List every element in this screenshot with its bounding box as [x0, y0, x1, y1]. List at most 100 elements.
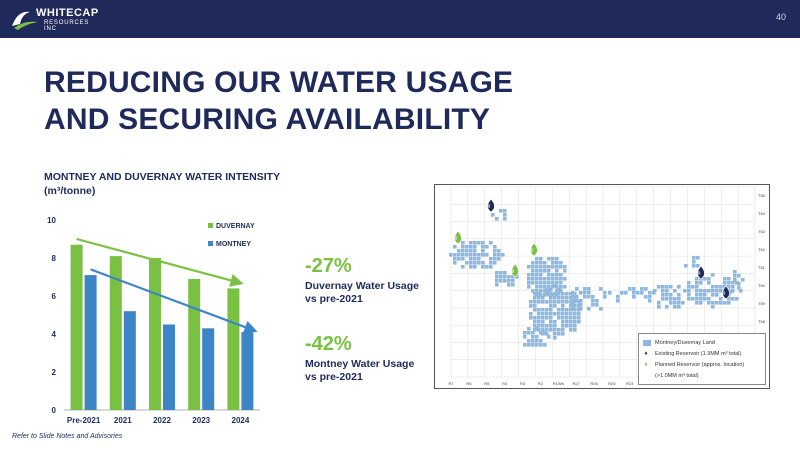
land-parcel: [583, 287, 587, 291]
land-parcel: [495, 283, 499, 287]
land-parcel: [461, 257, 465, 261]
land-parcel: [541, 296, 545, 300]
land-parcel: [599, 307, 603, 311]
map-township-label: T63: [758, 229, 766, 234]
land-parcel: [723, 301, 727, 305]
land-parcel: [549, 316, 553, 320]
land-parcel: [575, 295, 579, 299]
land-parcel: [531, 261, 535, 265]
land-parcel: [715, 293, 719, 297]
land-parcel: [457, 249, 461, 253]
land-parcel: [497, 257, 501, 261]
land-parcel: [537, 328, 541, 332]
land-parcel: [669, 293, 673, 297]
land-parcel: [719, 297, 723, 301]
land-parcel: [573, 296, 577, 300]
map-range-label: R5: [484, 381, 490, 386]
land-parcel: [545, 312, 549, 316]
existing-reservoir-drop-icon: [487, 198, 495, 213]
land-parcel: [489, 241, 493, 245]
land-parcel: [555, 261, 559, 265]
montney-stat: -42% Montney Water Usage vs pre-2021: [305, 333, 425, 384]
land-parcel: [577, 316, 581, 320]
land-parcel: [553, 296, 557, 300]
land-parcel: [549, 320, 553, 324]
planned-reservoir-drop-icon: [511, 263, 519, 278]
land-parcel: [603, 295, 607, 299]
land-parcel: [711, 273, 715, 277]
land-parcel: [535, 335, 539, 339]
land-parcel: [533, 308, 537, 312]
land-parcel: [577, 300, 581, 304]
land-parcel: [569, 292, 573, 296]
land-parcel: [535, 293, 539, 297]
land-parcel: [573, 316, 577, 320]
land-parcel: [531, 343, 535, 347]
land-parcel: [703, 293, 707, 297]
map-legend: Montney/Duvernay Land ♦ Existing Reservoi…: [638, 333, 766, 385]
land-parcel: [535, 257, 539, 261]
legend-planned: ♦ Planned Reservoir (approx. location): [644, 361, 745, 368]
land-parcel: [579, 307, 583, 311]
land-parcel: [503, 217, 507, 221]
land-parcel: [473, 261, 477, 265]
land-parcel: [571, 295, 575, 299]
land-parcel: [535, 265, 539, 269]
land-parcel: [547, 265, 551, 269]
land-parcel: [495, 217, 499, 221]
land-parcel: [620, 291, 624, 295]
land-parcel: [569, 328, 573, 332]
land-parcel: [541, 316, 545, 320]
land-parcel: [499, 209, 503, 213]
existing-reservoir-drop-icon: [722, 285, 730, 300]
land-parcel: [608, 291, 612, 295]
land-parcel: [569, 324, 573, 328]
land-parcel: [563, 269, 567, 273]
land-parcel: [571, 303, 575, 307]
land-parcel: [569, 316, 573, 320]
land-parcel: [737, 282, 741, 286]
planned-reservoir-drop-icon: [530, 242, 538, 257]
land-parcel: [549, 324, 553, 328]
land-parcel: [527, 273, 531, 277]
land-parcel: [537, 308, 541, 312]
land-parcel: [569, 300, 573, 304]
land-parcel: [677, 301, 681, 305]
land-parcel: [555, 265, 559, 269]
land-parcel: [652, 291, 656, 295]
land-parcel: [543, 265, 547, 269]
land-parcel: [569, 320, 573, 324]
land-parcel: [453, 261, 457, 265]
land-parcel: [573, 308, 577, 312]
land-parcel: [523, 331, 527, 335]
land-parcel: [527, 331, 531, 335]
land-parcel: [469, 245, 473, 249]
land-parcel: [499, 279, 503, 283]
land-parcel: [547, 281, 551, 285]
land-parcel: [715, 285, 719, 289]
land-parcel: [549, 292, 553, 296]
land-parcel: [561, 296, 565, 300]
land-parcel: [547, 335, 551, 339]
land-parcel: [565, 312, 569, 316]
land-parcel: [481, 261, 485, 265]
land-parcel: [539, 265, 543, 269]
land-parcel: [695, 277, 699, 281]
land-parcel: [569, 304, 573, 308]
land-parcel: [489, 257, 493, 261]
land-parcel: [503, 279, 507, 283]
land-parcel: [533, 292, 537, 296]
land-parcel: [735, 297, 739, 301]
land-parcel: [707, 301, 711, 305]
land-parcel: [543, 277, 547, 281]
land-parcel: [553, 328, 557, 332]
land-parcel: [577, 304, 581, 308]
land-parcel: [731, 285, 735, 289]
land-parcel: [723, 285, 727, 289]
land-parcel: [535, 269, 539, 273]
land-parcel: [699, 281, 703, 285]
land-parcel: [551, 273, 555, 277]
land-parcel: [579, 291, 583, 295]
land-parcel: [711, 305, 715, 309]
land-parcel: [541, 328, 545, 332]
